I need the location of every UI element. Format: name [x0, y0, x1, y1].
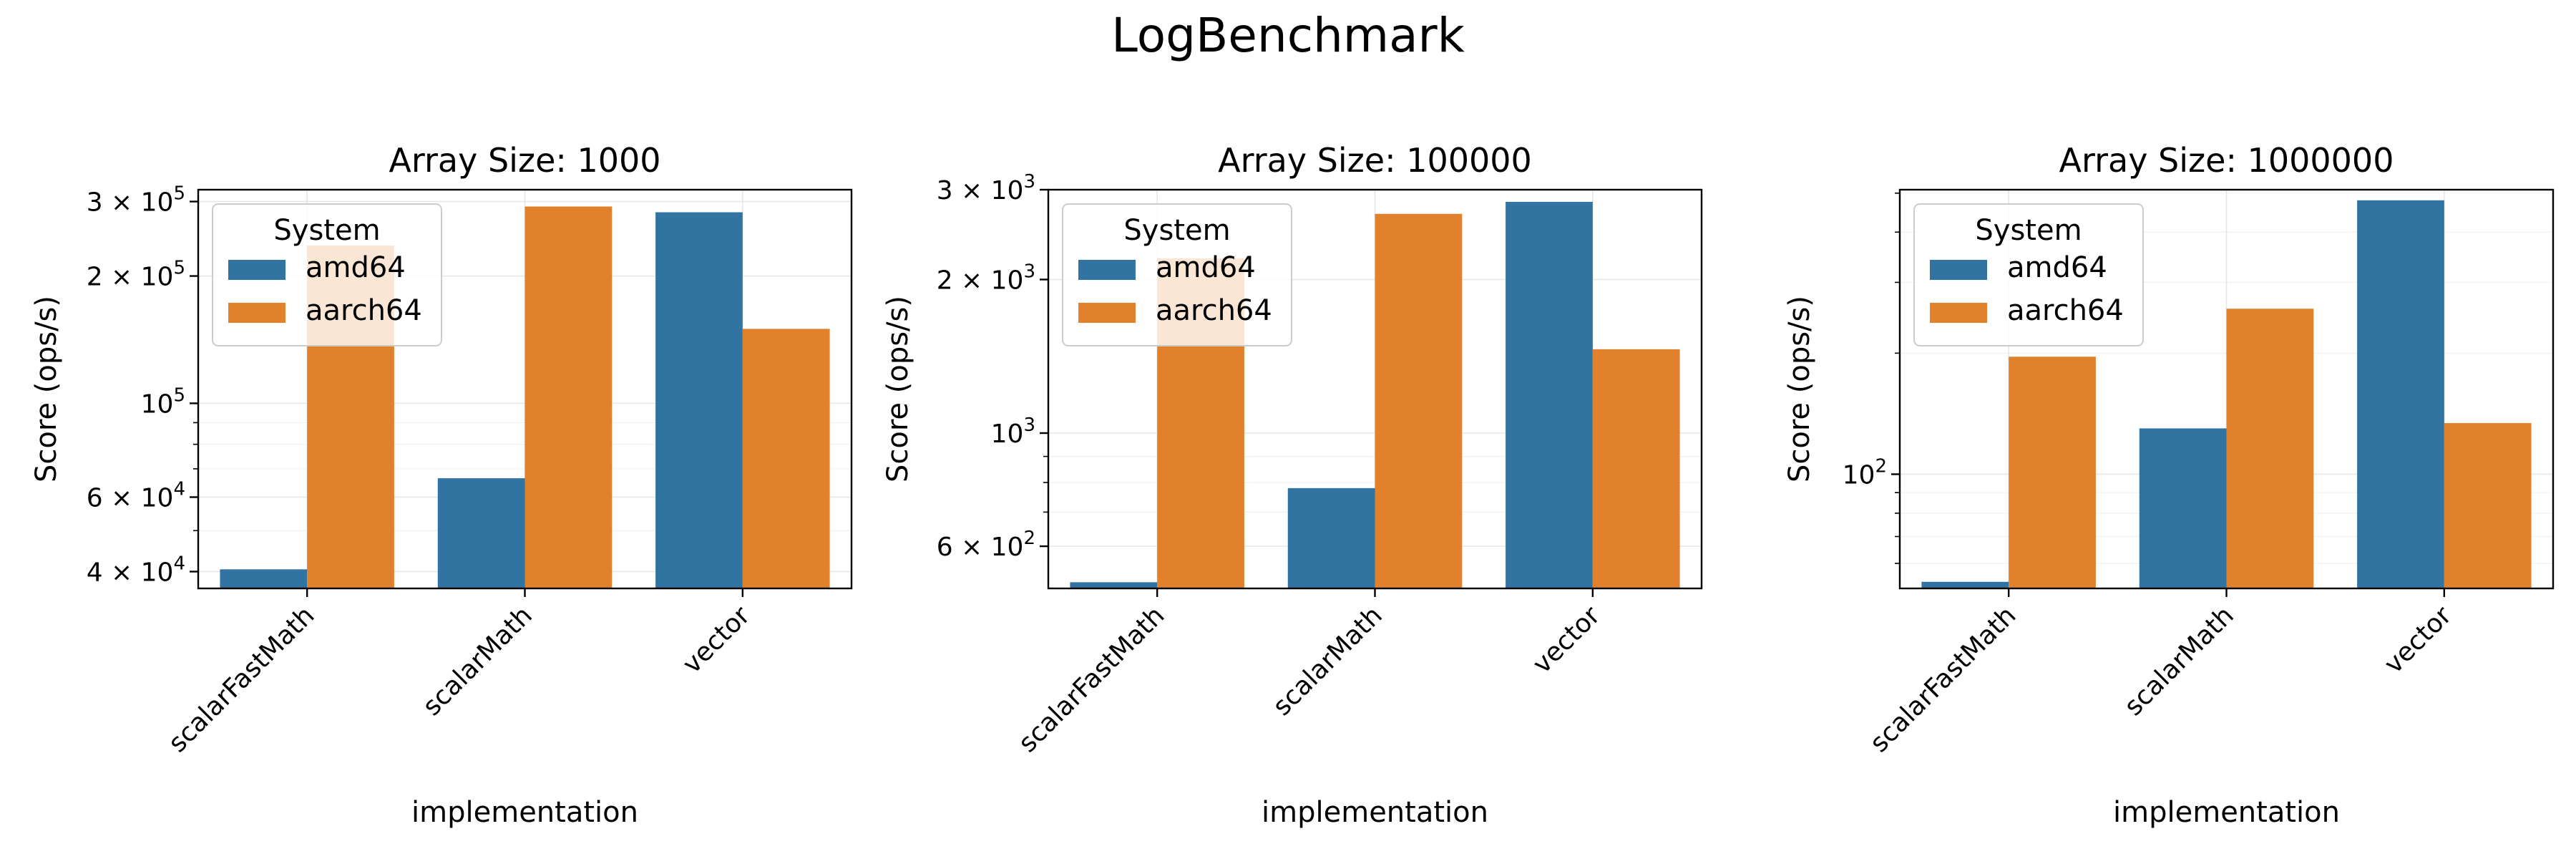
bar-aarch64-scalarFastMath — [2009, 356, 2096, 588]
legend-title: System — [273, 214, 380, 247]
bar-amd64-vector — [655, 212, 743, 589]
y-tick-label: 102 — [1843, 455, 1887, 490]
legend-title: System — [1123, 214, 1230, 247]
x-tick-label: scalarFastMath — [1013, 601, 1171, 758]
legend-label-aarch64: aarch64 — [2007, 294, 2124, 327]
subplot-1: 4 × 104 6 × 104 105 2 × 105 3 × 105 scalarFas… — [30, 141, 853, 829]
legend-label-amd64: amd64 — [2007, 251, 2107, 284]
legend-label-aarch64: aarch64 — [306, 294, 422, 327]
legend-swatch-amd64 — [228, 260, 286, 280]
legend-title: System — [1975, 214, 2082, 247]
bar-amd64-vector — [1506, 201, 1593, 589]
bar-aarch64-scalarMath — [525, 206, 613, 588]
legend-swatch-aarch64 — [228, 303, 286, 323]
legend-label-aarch64: aarch64 — [1156, 294, 1272, 327]
x-tick-label: vector — [677, 601, 756, 679]
legend-swatch-amd64 — [1078, 260, 1136, 280]
y-tick-label: 4 × 104 — [87, 553, 185, 588]
x-tick-label: scalarFastMath — [163, 601, 321, 758]
y-tick-label: 3 × 105 — [87, 183, 185, 218]
x-tick-label: scalarFastMath — [1865, 601, 2022, 758]
legend: System amd64 aarch64 — [212, 203, 442, 346]
legend-swatch-aarch64 — [1078, 303, 1136, 323]
figure-title: LogBenchmark — [1111, 8, 1465, 63]
y-tick-label: 2 × 103 — [937, 261, 1035, 295]
y-tick-label: 103 — [991, 414, 1035, 449]
bar-amd64-scalarMath — [1287, 487, 1375, 588]
y-axis-label: Score (ops/s) — [1783, 296, 1816, 482]
y-tick-label: 6 × 102 — [937, 528, 1035, 562]
y-tick-label: 2 × 105 — [87, 258, 185, 292]
subplot-3: 102 scalarFastMath scalarMath vector Array S… — [1783, 141, 2555, 829]
bar-aarch64-vector — [1592, 349, 1680, 588]
y-axis-label: Score (ops/s) — [30, 296, 63, 482]
bar-amd64-scalarFastMath — [1070, 582, 1158, 588]
subplot-title: Array Size: 100000 — [1218, 141, 1532, 180]
subplot-title: Array Size: 1000 — [389, 141, 660, 180]
legend-swatch-amd64 — [1930, 260, 1987, 280]
y-axis-label: Score (ops/s) — [882, 296, 914, 482]
bar-aarch64-scalarMath — [2226, 309, 2314, 588]
legend: System amd64 aarch64 — [1913, 203, 2144, 346]
x-axis-label: implementation — [1262, 796, 1488, 829]
y-tick-label: 3 × 103 — [937, 171, 1035, 205]
x-tick-label: scalarMath — [1267, 601, 1388, 722]
y-tick-label: 105 — [141, 384, 185, 419]
bar-amd64-vector — [2357, 200, 2444, 589]
legend-label-amd64: amd64 — [1156, 251, 1256, 284]
subplot-2: 6 × 102 103 2 × 103 3 × 103 scalarFastMath sc… — [882, 141, 1703, 829]
legend-label-amd64: amd64 — [306, 251, 406, 284]
bar-aarch64-vector — [742, 329, 830, 588]
bar-amd64-scalarMath — [2139, 428, 2227, 588]
bar-amd64-scalarFastMath — [1921, 581, 2009, 588]
legend-swatch-aarch64 — [1930, 303, 1987, 323]
y-tick-label: 6 × 104 — [87, 478, 185, 513]
x-tick-label: scalarMath — [2119, 601, 2240, 722]
bar-amd64-scalarFastMath — [220, 569, 308, 588]
x-tick-label: scalarMath — [417, 601, 538, 722]
x-tick-label: vector — [2379, 601, 2457, 679]
x-tick-label: vector — [1527, 601, 1606, 679]
legend: System amd64 aarch64 — [1062, 203, 1292, 346]
x-axis-label: implementation — [411, 796, 638, 829]
subplots: 4 × 104 6 × 104 105 2 × 105 3 × 105 scalarFas… — [30, 141, 2555, 829]
subplot-title: Array Size: 1000000 — [2059, 141, 2394, 180]
bar-aarch64-scalarMath — [1375, 213, 1463, 588]
x-axis-label: implementation — [2113, 796, 2340, 829]
bar-aarch64-vector — [2444, 423, 2532, 588]
bar-amd64-scalarMath — [437, 478, 525, 588]
